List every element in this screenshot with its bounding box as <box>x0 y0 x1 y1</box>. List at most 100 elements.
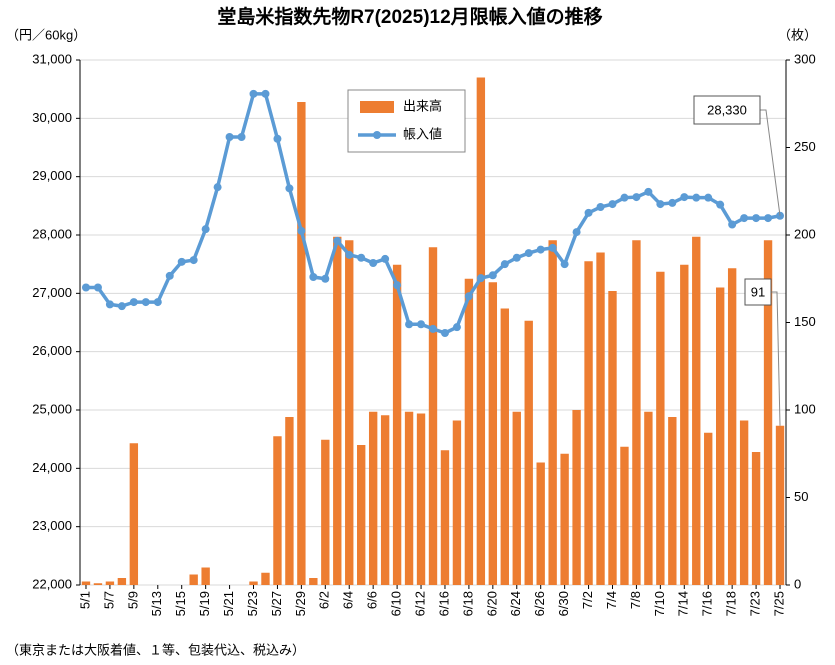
bar <box>584 261 593 585</box>
line-marker <box>333 236 342 245</box>
line-marker <box>369 259 378 267</box>
y-tick-label: 30,000 <box>32 110 72 125</box>
bar <box>285 417 294 585</box>
x-tick-label: 6/10 <box>389 591 404 616</box>
x-tick-label: 7/10 <box>652 591 667 616</box>
x-tick-label: 7/4 <box>604 591 619 609</box>
x-tick-label: 5/13 <box>149 591 164 616</box>
x-tick-label: 6/24 <box>508 591 523 616</box>
x-tick-label: 5/21 <box>221 591 236 616</box>
legend-label: 帳入値 <box>403 126 442 141</box>
y-tick-label: 25,000 <box>32 401 72 416</box>
line-marker <box>752 214 761 223</box>
line-marker <box>728 220 737 229</box>
line-marker <box>201 225 210 234</box>
x-tick-label: 7/18 <box>724 591 739 616</box>
data-label: 91 <box>751 284 765 299</box>
x-tick-label: 7/8 <box>628 591 643 609</box>
bar <box>261 572 270 585</box>
x-tick-label: 5/29 <box>293 591 308 616</box>
bar <box>763 240 773 585</box>
bar <box>512 411 521 585</box>
legend-swatch <box>373 131 381 139</box>
bar <box>632 240 641 585</box>
bar <box>524 320 533 585</box>
bar <box>560 453 569 585</box>
bar <box>715 287 725 585</box>
x-tick-label: 7/14 <box>676 591 691 616</box>
line-marker <box>117 302 126 311</box>
x-tick-label: 6/30 <box>556 591 571 616</box>
line-marker <box>261 89 270 98</box>
bar <box>751 452 761 585</box>
legend-box <box>347 89 466 153</box>
bar <box>333 236 342 585</box>
line-marker <box>464 292 473 301</box>
line-marker <box>237 133 246 141</box>
y-axis-label: （円／60kg） <box>6 27 86 42</box>
line-marker <box>381 254 390 263</box>
line-marker <box>165 271 174 280</box>
line-marker <box>764 214 773 223</box>
y-tick-label: 27,000 <box>32 285 72 300</box>
line-marker <box>297 226 306 235</box>
note: （東京または大阪着値、１等、包装代込、税込み） <box>6 642 305 657</box>
bar <box>201 567 210 585</box>
x-tick-label: 6/16 <box>436 591 451 616</box>
y2-tick-label: 300 <box>794 51 816 66</box>
bar <box>440 450 450 585</box>
bar <box>548 240 557 585</box>
x-tick-label: 7/23 <box>748 591 763 616</box>
bar <box>775 425 785 585</box>
bar <box>81 581 91 585</box>
line-marker <box>500 260 509 269</box>
line-marker <box>213 183 222 192</box>
bar <box>189 574 198 585</box>
x-tick-label: 5/15 <box>173 591 188 616</box>
x-tick-label: 5/27 <box>269 591 284 616</box>
line-marker <box>249 89 258 98</box>
x-tick-label: 6/18 <box>460 591 475 616</box>
bar <box>357 445 366 585</box>
x-tick-label: 5/1 <box>77 591 92 609</box>
line-marker <box>704 193 713 202</box>
line-marker <box>572 228 581 237</box>
bar <box>345 240 354 585</box>
line-marker <box>740 214 749 223</box>
y-tick-label: 29,000 <box>32 168 72 183</box>
bar <box>536 462 545 585</box>
callout-leader <box>771 291 781 426</box>
bar <box>392 264 402 585</box>
callout-box <box>693 95 761 125</box>
x-tick-label: 6/4 <box>341 591 356 609</box>
line-marker <box>716 200 725 209</box>
bar <box>309 578 318 585</box>
line-marker <box>141 298 150 307</box>
y2-tick-label: 100 <box>794 401 816 416</box>
line-marker <box>596 203 605 211</box>
line-marker <box>632 193 641 202</box>
line-marker <box>452 323 461 332</box>
line-marker <box>536 245 545 254</box>
legend-swatch <box>360 101 394 113</box>
x-tick-label: 6/2 <box>317 591 332 609</box>
line-marker <box>584 208 593 217</box>
bar <box>500 308 509 585</box>
bar <box>416 413 426 585</box>
line-marker <box>189 256 198 265</box>
line-marker <box>321 274 330 283</box>
x-tick-label: 6/26 <box>532 591 547 616</box>
line-marker <box>429 324 437 333</box>
bar <box>117 578 127 585</box>
bar <box>321 439 330 585</box>
bar <box>93 583 103 585</box>
y-tick-label: 26,000 <box>32 343 72 358</box>
line-marker <box>225 133 234 141</box>
y2-tick-label: 0 <box>794 576 801 591</box>
x-tick-label: 6/12 <box>412 591 427 616</box>
line-marker <box>476 274 485 283</box>
y2-tick-label: 200 <box>794 226 816 241</box>
x-tick-label: 5/7 <box>101 591 116 609</box>
line-marker <box>81 283 90 292</box>
